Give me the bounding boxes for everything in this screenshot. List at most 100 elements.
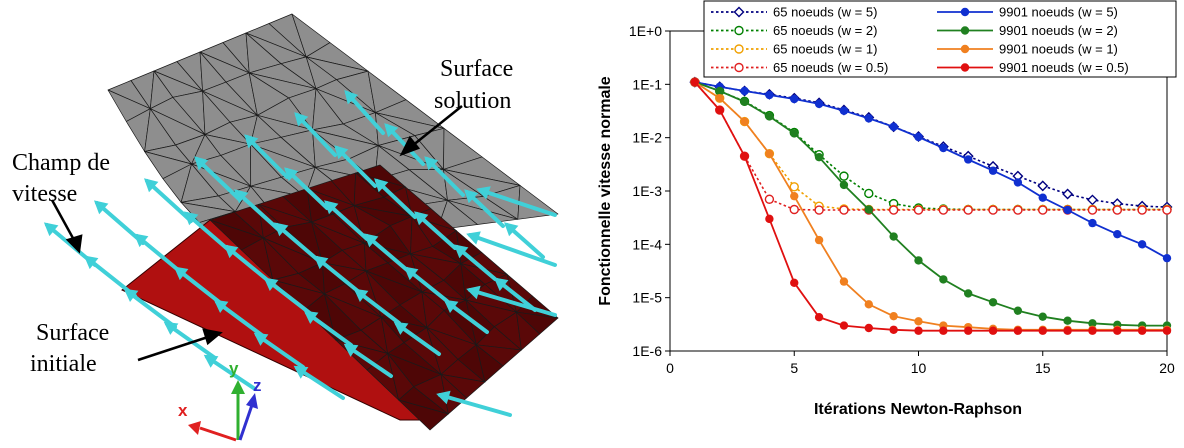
velocity-arrow [374, 178, 417, 219]
data-point [1088, 326, 1097, 335]
legend-entry: 65 noeuds (w = 0.5) [711, 60, 888, 75]
velocity-arrow [184, 211, 233, 254]
mesh-triangle [398, 399, 449, 431]
svg-text:vitesse: vitesse [12, 181, 77, 207]
legend-entry: 9901 noeuds (w = 5) [937, 5, 1118, 20]
data-point [864, 188, 874, 199]
data-point [789, 204, 799, 215]
velocity-arrow [253, 332, 305, 369]
data-point [960, 26, 970, 35]
data-point [963, 205, 973, 215]
velocity-arrow [313, 255, 361, 294]
velocity-arrow [424, 156, 465, 197]
svg-text:initiale: initiale [30, 351, 97, 377]
svg-text:Champ de: Champ de [12, 150, 110, 176]
data-point [1063, 205, 1072, 215]
data-point [839, 321, 849, 330]
velocity-arrow [234, 189, 281, 232]
z-axis-label: z [253, 376, 262, 395]
velocity-arrow [194, 156, 241, 201]
data-point [1137, 240, 1147, 249]
series-line [694, 81, 1167, 331]
data-point [764, 194, 775, 204]
data-point [765, 90, 774, 100]
velocity-arrow [213, 299, 265, 338]
data-point [1013, 326, 1023, 335]
x-axis-title: Itérations Newton-Raphson [814, 401, 1022, 418]
mesh-triangle [440, 374, 486, 399]
data-point [1013, 306, 1023, 315]
legend-label: 9901 noeuds (w = 5) [999, 5, 1118, 20]
legend-label: 65 noeuds (w = 0.5) [773, 60, 888, 75]
data-point [1038, 193, 1047, 202]
velocity-arrow [493, 277, 537, 312]
series-line [694, 81, 1168, 208]
series-line [694, 81, 1167, 327]
velocity-arrow [384, 123, 425, 166]
data-point [1086, 194, 1098, 206]
velocity-arrow [403, 266, 449, 303]
data-point [734, 25, 744, 36]
chart-svg: 0 5 10 15 20 1E-6 1E-5 1E-4 1E-3 1E-2 1E-1 1E+0 Ité… [597, 0, 1177, 418]
data-point [889, 232, 898, 241]
velocity-arrow [334, 145, 377, 188]
velocity-arrow [294, 112, 337, 157]
x-tick-label: 20 [1159, 360, 1175, 376]
data-point [913, 205, 924, 215]
data-point [988, 166, 998, 175]
legend-label: 9901 noeuds (w = 2) [999, 23, 1118, 38]
data-point [1063, 316, 1072, 325]
data-point [740, 117, 749, 126]
data-point [1038, 326, 1047, 335]
data-point [964, 155, 973, 164]
data-point [914, 132, 923, 142]
velocity-arrow [466, 231, 557, 267]
data-point [1137, 326, 1147, 335]
data-point [1062, 188, 1074, 200]
data-point [1038, 312, 1047, 321]
data-point [960, 44, 970, 54]
data-point [1038, 205, 1048, 215]
velocity-arrow [343, 343, 393, 378]
data-point [765, 214, 774, 224]
data-point [864, 114, 873, 123]
data-point [889, 325, 898, 334]
data-point [790, 278, 799, 287]
velocity-arrow [203, 354, 257, 391]
surface-initiale-label: Surface initiale [30, 320, 109, 377]
velocity-arrow [466, 285, 557, 317]
data-point [864, 205, 873, 214]
series-line [694, 81, 1167, 211]
z-axis-arrow [238, 404, 254, 441]
legend-label: 9901 noeuds (w = 0.5) [999, 60, 1129, 75]
series-5 [690, 77, 1172, 334]
data-point [734, 44, 744, 54]
data-point [814, 235, 824, 245]
data-point [740, 151, 749, 161]
convergence-chart: 0 5 10 15 20 1E-6 1E-5 1E-4 1E-3 1E-2 1E-1 1E+0 Ité… [580, 0, 1184, 443]
data-point [715, 93, 724, 103]
velocity-arrow [123, 288, 177, 329]
data-point [1063, 326, 1072, 335]
velocity-arrow [303, 310, 353, 347]
data-point [960, 63, 970, 72]
data-point [1162, 205, 1172, 215]
data-point [938, 205, 949, 215]
legend-entry: 9901 noeuds (w = 0.5) [937, 60, 1129, 75]
data-point [914, 256, 923, 265]
legend-entry: 9901 noeuds (w = 1) [937, 42, 1118, 57]
data-point [1087, 205, 1098, 215]
champ-vitesse-label: Champ de vitesse [12, 150, 110, 207]
data-point [839, 205, 849, 215]
velocity-arrow [173, 266, 225, 307]
data-point [790, 94, 799, 104]
legend-label: 9901 noeuds (w = 1) [999, 42, 1118, 57]
data-point [864, 323, 873, 333]
velocity-arrow [284, 167, 329, 210]
velocity-arrow [353, 288, 401, 325]
data-point [1112, 205, 1122, 215]
data-point [1137, 205, 1147, 215]
velocity-arrow [344, 90, 385, 135]
data-point [964, 289, 973, 298]
velocity-arrow [476, 186, 557, 217]
